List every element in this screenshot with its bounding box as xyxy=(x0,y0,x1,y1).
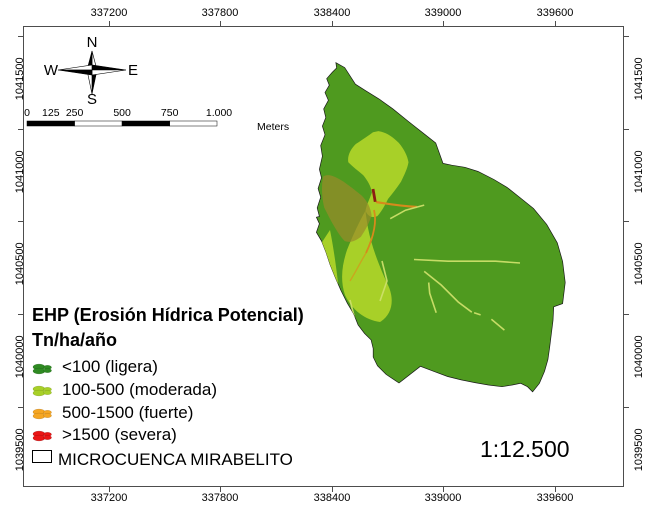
svg-text:0: 0 xyxy=(24,107,30,119)
svg-text:1.000: 1.000 xyxy=(206,107,232,119)
svg-text:500: 500 xyxy=(113,107,131,119)
svg-text:250: 250 xyxy=(66,107,84,119)
svg-text:Meters: Meters xyxy=(257,121,289,133)
svg-text:750: 750 xyxy=(161,107,179,119)
svg-text:125: 125 xyxy=(42,107,60,119)
